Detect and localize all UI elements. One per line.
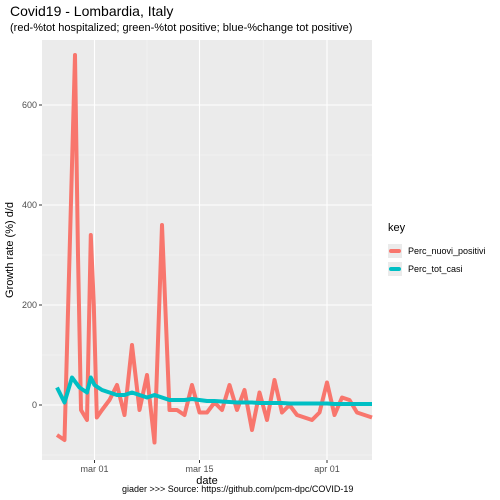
x-axis-label: date [196,475,217,487]
legend-title: key [388,222,406,234]
legend-label: Perc_nuovi_positivi [408,246,486,256]
x-tick-label: apr 01 [314,464,340,474]
legend: key Perc_nuovi_positivi Perc_tot_casi [388,222,486,278]
y-axis-label: Growth rate (%) d/d [4,202,16,298]
series-line [55,53,373,445]
chart-subtitle: (red-%tot hospitalized; green-%tot posit… [10,22,353,34]
x-tick-label: mar 15 [185,464,213,474]
y-tick-label: 600 [22,100,37,110]
legend-swatch-icon [388,262,402,276]
y-tick-label: 200 [22,300,37,310]
legend-label: Perc_tot_casi [408,264,463,274]
x-tick-label: mar 01 [80,464,108,474]
legend-swatch-icon [388,244,402,258]
source-caption: giader >>> Source: https://github.com/pc… [122,484,354,494]
legend-item: Perc_nuovi_positivi [388,242,486,260]
legend-item: Perc_tot_casi [388,260,486,278]
y-tick-label: 400 [22,200,37,210]
chart-title: Covid19 - Lombardia, Italy [10,3,174,19]
y-tick-label: 0 [32,400,37,410]
series-line [55,375,372,406]
